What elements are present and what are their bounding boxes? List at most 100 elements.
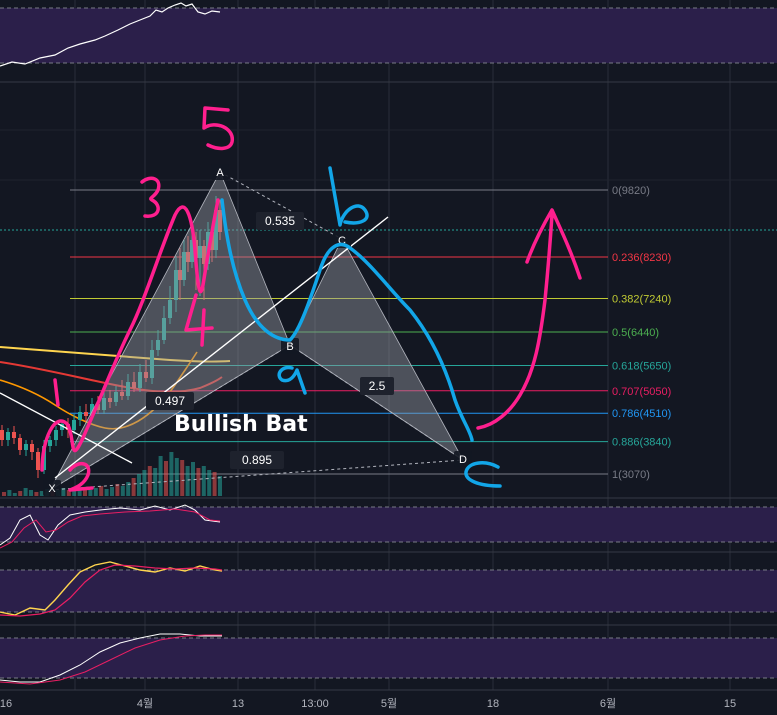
candle-body-35 [198,246,202,258]
volume-bar-34 [185,466,190,496]
candle-body-3 [18,438,22,450]
point-tag-c: C [338,235,346,247]
blue-wave-path [220,198,474,442]
stochastic-pane-1 [0,497,777,549]
volume-bar-6 [34,492,39,496]
candle-body-36 [202,246,206,264]
fib-label-6: 0.786(4510) [612,408,671,420]
blue-letter-b [328,166,369,227]
fib-label-7: 0.886(3840) [612,437,671,449]
osc1-line-red [0,508,221,549]
ratio-labels: 0.535 0.497 2.5 0.895 [146,212,394,469]
point-tag-bg-x [43,480,61,496]
candle-body-4 [24,444,28,450]
volume-bar-7 [39,491,44,496]
candle-body-10 [60,424,64,430]
candle-body-12 [72,420,76,430]
pink-wave-path [40,198,220,472]
volume-bar-17 [93,488,98,496]
ratio-label-xd: 0.895 [242,453,272,467]
volume-bar-15 [83,487,87,496]
pink-arrow-up [476,208,582,430]
volume-bar-4 [23,488,28,496]
pink-digit-3 [140,176,161,218]
volume-bar-14 [77,489,82,496]
candle-body-13 [78,412,82,420]
volume-bar-0 [2,492,6,496]
candle-body-24 [144,372,148,378]
osc3-line-red [0,634,222,685]
point-tag-b: B [286,341,293,353]
osc3-line-white [0,633,222,683]
volume-bar-12 [66,490,71,496]
volume-bar-18 [99,486,104,496]
point-tag-bg-a [211,164,229,180]
candle-body-23 [138,372,142,388]
fib-label-1: 0.236(8230) [612,252,671,264]
ma-orange [0,351,198,430]
ratio-label-ab: 0.535 [265,214,295,228]
volume-bar-26 [142,470,147,496]
candle-body-6 [36,452,40,470]
harmonic-line-bd [289,344,464,461]
volume-bar-16 [88,490,93,496]
stochastic-pane-3 [0,624,777,685]
x-tick-label-4: 5월 [381,697,397,710]
x-tick-label-3: 13:00 [301,698,329,710]
volume-bar-5 [29,490,33,496]
volume-bar-22 [120,486,125,496]
candle-body-1 [6,432,10,440]
candle-body-19 [114,392,118,402]
point-tag-bg-b [281,338,299,354]
volume-bar-39 [212,472,217,496]
candle-body-21 [126,382,130,396]
volume-bar-40 [218,476,222,496]
point-tag-bg-d [454,451,472,467]
main-horizontal-grid [0,129,777,181]
volume-bar-11 [61,488,66,496]
volume-bar-25 [137,474,141,496]
trend-line-rising [54,216,389,479]
volume-bar-32 [174,458,179,496]
fib-label-8: 1(3070) [612,469,650,481]
osc1-line-white [0,504,221,546]
x-axis: 16 4월 13 13:00 5월 18 6월 15 [0,689,777,710]
top-oscillator-pane [0,2,777,83]
trend-lines[interactable] [0,216,389,479]
harmonic-line-ac [219,171,343,240]
trend-line-falling [0,392,133,464]
candle-body-8 [48,440,52,446]
ratio-label-bd: 2.5 [369,379,386,393]
volume-bar-33 [180,460,185,496]
osc2-line-red [0,564,223,617]
handwritten-pink [40,106,582,492]
volume-bar-13 [72,491,77,496]
volume-bar-35 [191,462,195,496]
x-tick-label-2: 13 [232,698,244,710]
ratio-label-xb: 0.497 [155,394,185,408]
stochastic-pane-2 [0,551,777,617]
volume-bar-30 [164,461,168,496]
volume-bar-29 [158,456,163,496]
candle-body-14 [84,412,88,416]
volume-bar-3 [18,491,23,496]
candle-body-20 [120,392,124,396]
handwritten-blue [220,166,502,488]
candle-body-5 [30,444,34,452]
volume-bar-37 [201,466,206,496]
candle-body-15 [90,404,94,416]
x-tick-label-7: 15 [724,698,736,710]
fib-retracement[interactable]: 0(9820) 0.236(8230) 0.382(7240) 0.5(6440) 0.… [70,185,671,481]
point-tag-a: A [216,167,224,179]
volume-bar-19 [104,489,109,496]
fib-label-0: 0(9820) [612,185,650,197]
candle-body-28 [168,300,172,318]
point-tag-d: D [459,454,467,466]
volume-bar-36 [196,468,201,496]
candle-body-22 [132,382,136,388]
candle-body-25 [150,350,154,378]
blue-letter-c [464,461,502,488]
candle-body-31 [182,252,186,280]
candle-body-9 [54,430,58,440]
